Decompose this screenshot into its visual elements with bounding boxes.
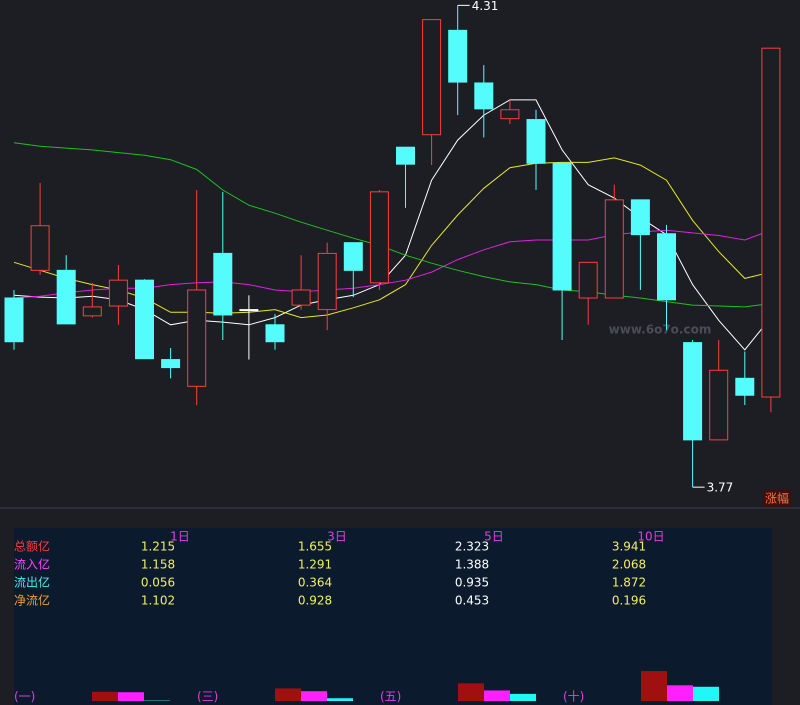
annotation: 3.77 xyxy=(707,481,734,495)
ma-line xyxy=(13,142,771,308)
flow-bar xyxy=(92,691,118,701)
ma-line xyxy=(13,99,772,351)
cell-value: 2.068 xyxy=(612,558,646,572)
cell-value: 0.935 xyxy=(455,576,489,590)
candle-body xyxy=(657,233,676,301)
candle-body xyxy=(30,225,50,271)
cell-value: 1.291 xyxy=(298,558,332,572)
candle-body xyxy=(213,252,233,316)
cell-value: 1.655 xyxy=(298,540,332,554)
candle-body xyxy=(291,289,311,306)
candle-body xyxy=(761,47,781,398)
candle-body xyxy=(369,191,389,284)
candle-body xyxy=(448,29,468,83)
flow-bar xyxy=(458,683,484,701)
cell-value: 0.196 xyxy=(612,594,646,608)
candle-body xyxy=(239,309,259,312)
column-header: 1日 xyxy=(170,530,190,544)
cell-value: 1.388 xyxy=(455,558,489,572)
flow-bar xyxy=(301,691,327,701)
annotation: 4.31 xyxy=(472,0,499,13)
watermark: www.6o7o.com xyxy=(609,323,712,337)
candle-body xyxy=(4,297,24,343)
column-header: 3日 xyxy=(327,530,347,544)
candle-body xyxy=(500,109,520,120)
cell-value: 0.364 xyxy=(298,576,332,590)
flow-bar xyxy=(275,688,301,701)
cell-value: 0.453 xyxy=(455,594,489,608)
flow-bar xyxy=(484,690,510,701)
flow-bar xyxy=(327,698,353,701)
cell-value: 2.323 xyxy=(455,540,489,554)
period-label[interactable]: (三) xyxy=(197,690,218,704)
candle-body xyxy=(526,119,546,164)
button[interactable]: 涨幅 xyxy=(765,491,789,506)
candle-body xyxy=(422,19,442,136)
cell-value: 0.056 xyxy=(141,576,175,590)
candle-body xyxy=(56,269,76,325)
candle-body xyxy=(317,252,337,311)
period-label[interactable]: (五) xyxy=(380,690,401,704)
cell-value: 1.102 xyxy=(141,594,175,608)
candle-body xyxy=(735,377,755,396)
cell-value: 3.941 xyxy=(612,540,646,554)
candle-body xyxy=(578,261,598,299)
period-label[interactable]: (十) xyxy=(563,690,584,704)
cell-value: 1.872 xyxy=(612,576,646,590)
candle-body xyxy=(552,162,572,291)
column-header: 10日 xyxy=(637,530,664,544)
candle-body xyxy=(343,242,363,271)
candle-body xyxy=(396,146,415,165)
flow-bar xyxy=(510,693,536,701)
candle-body xyxy=(265,324,285,343)
row-label: 流入亿 xyxy=(14,557,50,572)
period-label[interactable]: (一) xyxy=(14,690,35,704)
flow-bar xyxy=(667,685,693,701)
row-label: 流出亿 xyxy=(14,575,50,590)
candle-body xyxy=(82,306,102,317)
candle-body xyxy=(187,289,207,387)
candle-body xyxy=(474,82,494,110)
row-label: 总额亿 xyxy=(14,539,50,554)
column-header: 5日 xyxy=(484,530,504,544)
flow-bar xyxy=(693,686,719,701)
button-bg[interactable] xyxy=(763,490,791,507)
candle-body xyxy=(161,359,181,369)
cell-value: 1.215 xyxy=(141,540,175,554)
flow-bar xyxy=(641,671,667,701)
candle-body xyxy=(108,279,128,307)
cell-value: 0.928 xyxy=(298,594,332,608)
flow-bar xyxy=(118,692,144,701)
candle-body xyxy=(604,199,624,299)
row-label: 净流亿 xyxy=(14,593,50,608)
candle-body xyxy=(683,342,703,441)
candle-body xyxy=(630,199,650,236)
cell-value: 1.158 xyxy=(141,558,175,572)
candle-body xyxy=(135,279,154,360)
candle-body xyxy=(709,369,729,441)
